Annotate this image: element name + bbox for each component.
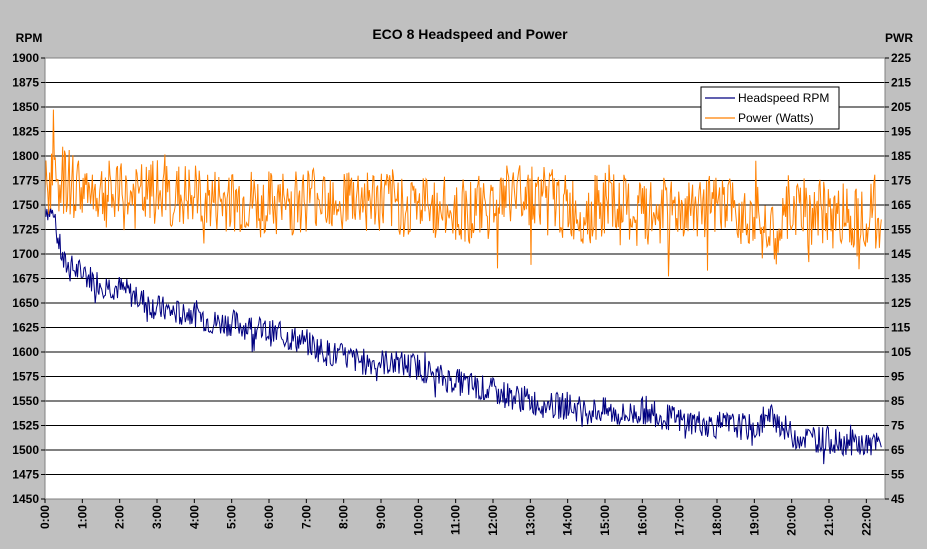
left-tick-label: 1725 bbox=[12, 223, 39, 237]
left-tick-label: 1700 bbox=[12, 247, 39, 261]
legend-box bbox=[700, 86, 840, 130]
left-tick-label: 1675 bbox=[12, 272, 39, 286]
left-tick-label: 1625 bbox=[12, 321, 39, 335]
right-tick-label: 105 bbox=[891, 345, 911, 359]
left-tick-label: 1750 bbox=[12, 198, 39, 212]
right-tick-label: 125 bbox=[891, 296, 911, 310]
right-tick-label: 155 bbox=[891, 223, 911, 237]
left-tick-label: 1775 bbox=[12, 174, 39, 188]
left-tick-label: 1600 bbox=[12, 345, 39, 359]
x-tick-label: 5:00 bbox=[225, 505, 239, 529]
left-tick-label: 1475 bbox=[12, 468, 39, 482]
left-tick-label: 1550 bbox=[12, 394, 39, 408]
right-tick-label: 85 bbox=[891, 394, 905, 408]
legend-label-headspeed: Headspeed RPM bbox=[738, 91, 829, 105]
x-tick-label: 8:00 bbox=[337, 505, 351, 529]
left-axis-ticks: 1900 1875 1850 1825 1800 1775 1750 1725 1700 1675… bbox=[12, 51, 45, 506]
left-axis-title: RPM bbox=[16, 31, 43, 45]
left-tick-label: 1850 bbox=[12, 100, 39, 114]
x-tick-label: 7:00 bbox=[299, 505, 313, 529]
right-tick-label: 195 bbox=[891, 125, 911, 139]
series-line-headspeed bbox=[44, 205, 882, 465]
x-tick-label: 19:00 bbox=[747, 505, 761, 536]
right-tick-label: 135 bbox=[891, 272, 911, 286]
x-tick-label: 20:00 bbox=[785, 505, 799, 536]
right-tick-label: 175 bbox=[891, 174, 911, 188]
left-tick-label: 1450 bbox=[12, 492, 39, 506]
right-tick-label: 65 bbox=[891, 443, 905, 457]
right-tick-label: 215 bbox=[891, 76, 911, 90]
right-tick-label: 95 bbox=[891, 370, 905, 384]
x-tick-label: 4:00 bbox=[187, 505, 201, 529]
right-tick-label: 55 bbox=[891, 468, 905, 482]
right-tick-label: 75 bbox=[891, 419, 905, 433]
chart-title: ECO 8 Headspeed and Power bbox=[372, 26, 568, 42]
right-tick-label: 185 bbox=[891, 149, 911, 163]
x-axis-ticks: 0:00 1:00 2:00 3:00 4:00 5:00 6:00 7:00 8:00 9:00… bbox=[38, 499, 873, 536]
left-tick-label: 1575 bbox=[12, 370, 39, 384]
right-tick-label: 115 bbox=[891, 321, 911, 335]
right-axis-ticks: 225 215 205 195 185 175 165 155 145 135 125 115 105 9… bbox=[885, 51, 911, 506]
left-tick-label: 1525 bbox=[12, 419, 39, 433]
right-tick-label: 205 bbox=[891, 100, 911, 114]
left-tick-label: 1800 bbox=[12, 149, 39, 163]
right-tick-label: 145 bbox=[891, 247, 911, 261]
legend: Headspeed RPM Power (Watts) bbox=[700, 86, 840, 130]
right-axis-title: PWR bbox=[885, 31, 913, 45]
series-layer bbox=[44, 109, 882, 465]
series-line-power bbox=[44, 109, 882, 277]
x-tick-label: 2:00 bbox=[113, 505, 127, 529]
x-tick-label: 12:00 bbox=[486, 505, 500, 536]
legend-label-power: Power (Watts) bbox=[738, 111, 814, 125]
x-tick-label: 18:00 bbox=[710, 505, 724, 536]
right-tick-label: 45 bbox=[891, 492, 905, 506]
x-tick-label: 3:00 bbox=[150, 505, 164, 529]
left-tick-label: 1875 bbox=[12, 76, 39, 90]
x-tick-label: 1:00 bbox=[75, 505, 89, 529]
x-tick-label: 10:00 bbox=[411, 505, 425, 536]
x-tick-label: 21:00 bbox=[822, 505, 836, 536]
x-tick-label: 0:00 bbox=[38, 505, 52, 529]
left-tick-label: 1825 bbox=[12, 125, 39, 139]
x-tick-label: 15:00 bbox=[598, 505, 612, 536]
x-tick-label: 22:00 bbox=[859, 505, 873, 536]
x-tick-label: 14:00 bbox=[561, 505, 575, 536]
left-tick-label: 1500 bbox=[12, 443, 39, 457]
x-tick-label: 13:00 bbox=[523, 505, 537, 536]
left-tick-label: 1650 bbox=[12, 296, 39, 310]
right-tick-label: 225 bbox=[891, 51, 911, 65]
x-tick-label: 16:00 bbox=[635, 505, 649, 536]
x-tick-label: 11:00 bbox=[449, 505, 463, 535]
x-tick-label: 17:00 bbox=[673, 505, 687, 536]
x-tick-label: 6:00 bbox=[262, 505, 276, 529]
right-tick-label: 165 bbox=[891, 198, 911, 212]
x-tick-label: 9:00 bbox=[374, 505, 388, 529]
left-tick-label: 1900 bbox=[12, 51, 39, 65]
